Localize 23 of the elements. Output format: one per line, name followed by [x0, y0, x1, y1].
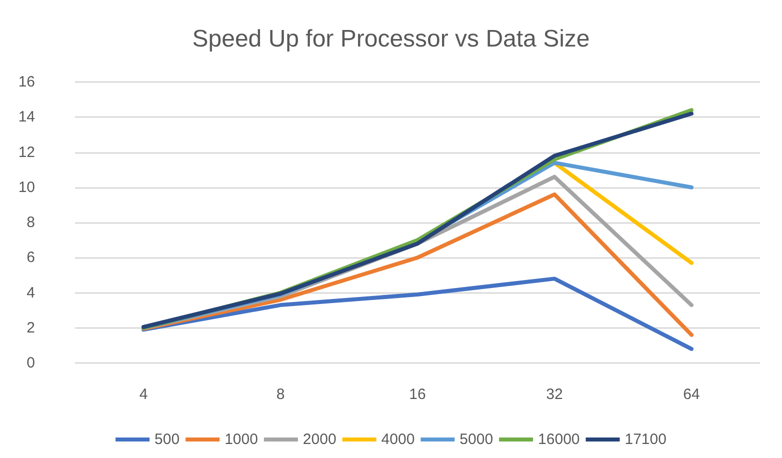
y-tick-label: 4: [26, 284, 35, 302]
line-series: [142, 276, 694, 351]
y-tick-label: 6: [26, 249, 35, 266]
x-tick-label: 16: [409, 386, 426, 403]
legend-label: 17100: [624, 431, 666, 448]
chart-title: Speed Up for Processor vs Data Size: [192, 26, 590, 52]
x-tick-label: 4: [139, 386, 148, 403]
y-tick-label: 12: [18, 144, 35, 161]
legend-label: 1000: [224, 431, 258, 448]
legend-label: 16000: [538, 431, 580, 448]
y-tick-label: 2: [26, 319, 35, 336]
y-tick-label: 8: [26, 214, 35, 231]
x-tick-label: 64: [683, 386, 700, 403]
x-tick-label: 8: [276, 386, 285, 403]
y-tick-label: 0: [26, 354, 35, 372]
y-tick-label: 16: [18, 74, 35, 90]
x-tick-label: 32: [546, 386, 563, 403]
y-tick-label: 14: [18, 108, 35, 126]
legend-label: 5000: [460, 431, 494, 448]
legend-label: 4000: [381, 431, 415, 448]
y-tick-label: 10: [18, 178, 35, 196]
legend-label: 500: [154, 431, 180, 448]
legend-label: 2000: [302, 431, 336, 448]
